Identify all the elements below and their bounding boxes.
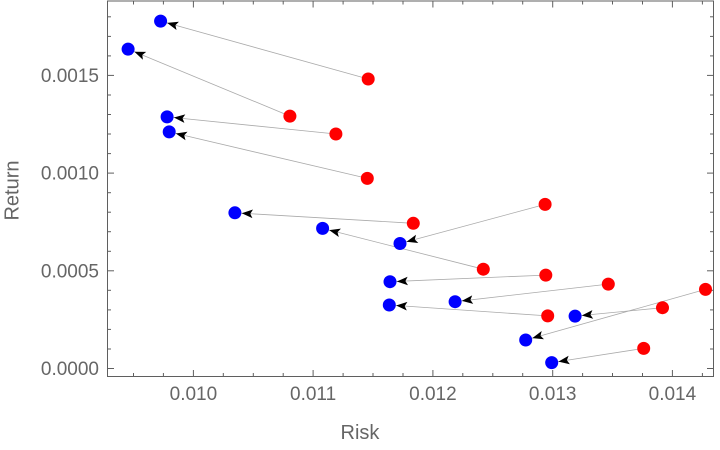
red-point — [656, 301, 669, 315]
y-tick-label: 0.0015 — [41, 66, 99, 87]
red-point — [699, 282, 712, 296]
arrow-head — [558, 355, 570, 365]
blue-point — [121, 42, 135, 56]
red-point — [541, 309, 555, 323]
pair-connector-line — [234, 212, 414, 224]
blue-point — [568, 309, 582, 323]
blue-point — [316, 221, 330, 235]
arrow-head — [241, 209, 253, 219]
x-tick-label: 0.011 — [290, 384, 336, 405]
red-point — [538, 197, 552, 211]
pair-connector-line — [455, 283, 609, 303]
pair-connector-line — [399, 204, 546, 244]
red-point — [637, 341, 651, 355]
arrow-head — [329, 228, 341, 237]
pair-connector-line — [167, 116, 336, 135]
pair-connector-line — [127, 48, 291, 117]
arrow-head — [461, 295, 474, 304]
red-point — [283, 109, 297, 123]
blue-point — [160, 110, 174, 124]
blue-point — [393, 237, 407, 250]
blue-point — [383, 275, 397, 289]
arrow-head — [175, 131, 188, 141]
blue-point — [162, 125, 176, 139]
red-point — [476, 262, 490, 276]
blue-point — [519, 333, 533, 347]
arrow-head — [134, 51, 147, 60]
x-tick-label: 0.012 — [409, 384, 457, 405]
blue-point — [545, 356, 559, 370]
y-axis-label: Return — [1, 160, 24, 221]
arrow-head — [581, 310, 594, 319]
arrow-head — [396, 301, 408, 311]
red-point — [329, 127, 343, 141]
x-tick-label: 0.013 — [529, 384, 577, 405]
arrow-head — [173, 114, 186, 123]
pair-connector-line — [169, 131, 368, 179]
arrow-head — [406, 234, 419, 243]
red-point — [406, 216, 420, 230]
y-tick-label: 0.0010 — [41, 164, 99, 185]
x-tick-label: 0.014 — [649, 384, 697, 405]
pair-connector-line — [525, 289, 706, 341]
blue-point — [228, 206, 242, 220]
pair-connector-line — [160, 20, 369, 80]
x-tick-label: 0.010 — [170, 384, 218, 405]
plot-frame — [107, 0, 714, 377]
blue-point — [382, 298, 396, 312]
arrow-head — [396, 276, 408, 286]
pair-connector-line — [389, 274, 546, 283]
pair-connector-line — [389, 304, 548, 317]
blue-point — [448, 295, 462, 309]
red-point — [601, 277, 615, 291]
pair-connector-line — [551, 348, 644, 363]
red-point — [539, 268, 553, 282]
blue-point — [154, 14, 168, 28]
arrow-head — [532, 331, 544, 340]
arrow-head — [167, 21, 179, 30]
red-point — [360, 171, 374, 185]
red-point — [361, 72, 375, 86]
y-tick-label: 0.0005 — [41, 261, 99, 282]
y-tick-label: 0.0000 — [41, 359, 99, 380]
x-axis-label: Risk — [340, 422, 380, 444]
